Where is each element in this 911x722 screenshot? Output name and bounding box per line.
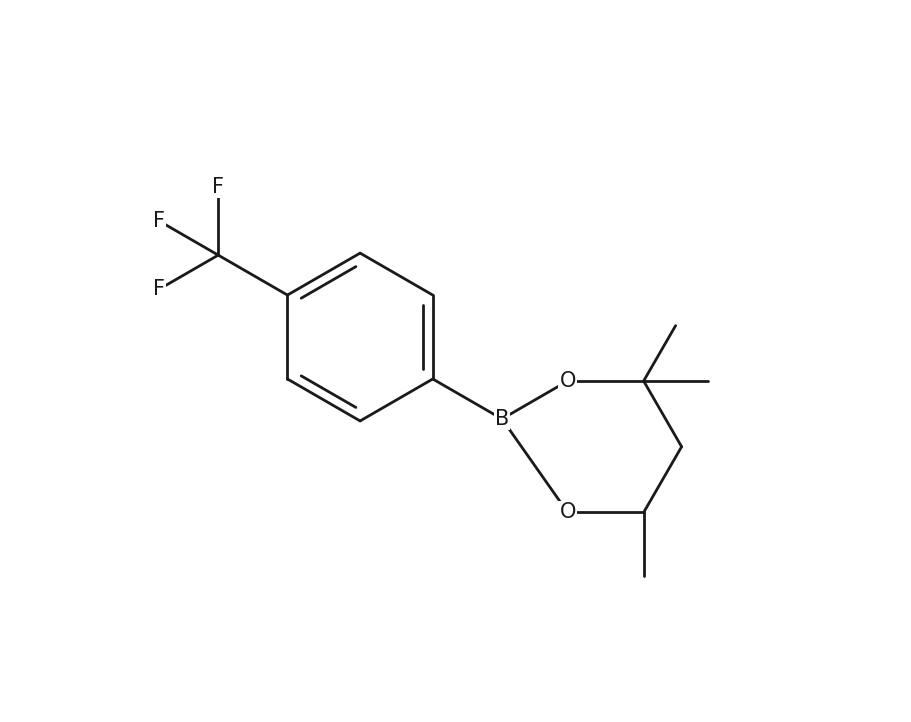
Text: B: B — [495, 409, 508, 429]
Text: O: O — [559, 371, 575, 391]
Text: F: F — [212, 177, 224, 197]
Text: F: F — [153, 211, 165, 231]
Text: O: O — [559, 503, 575, 523]
Text: F: F — [153, 279, 165, 299]
